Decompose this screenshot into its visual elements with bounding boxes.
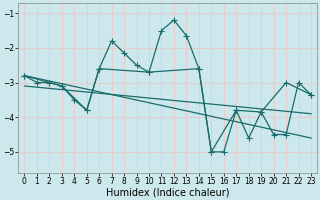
X-axis label: Humidex (Indice chaleur): Humidex (Indice chaleur) (106, 187, 229, 197)
